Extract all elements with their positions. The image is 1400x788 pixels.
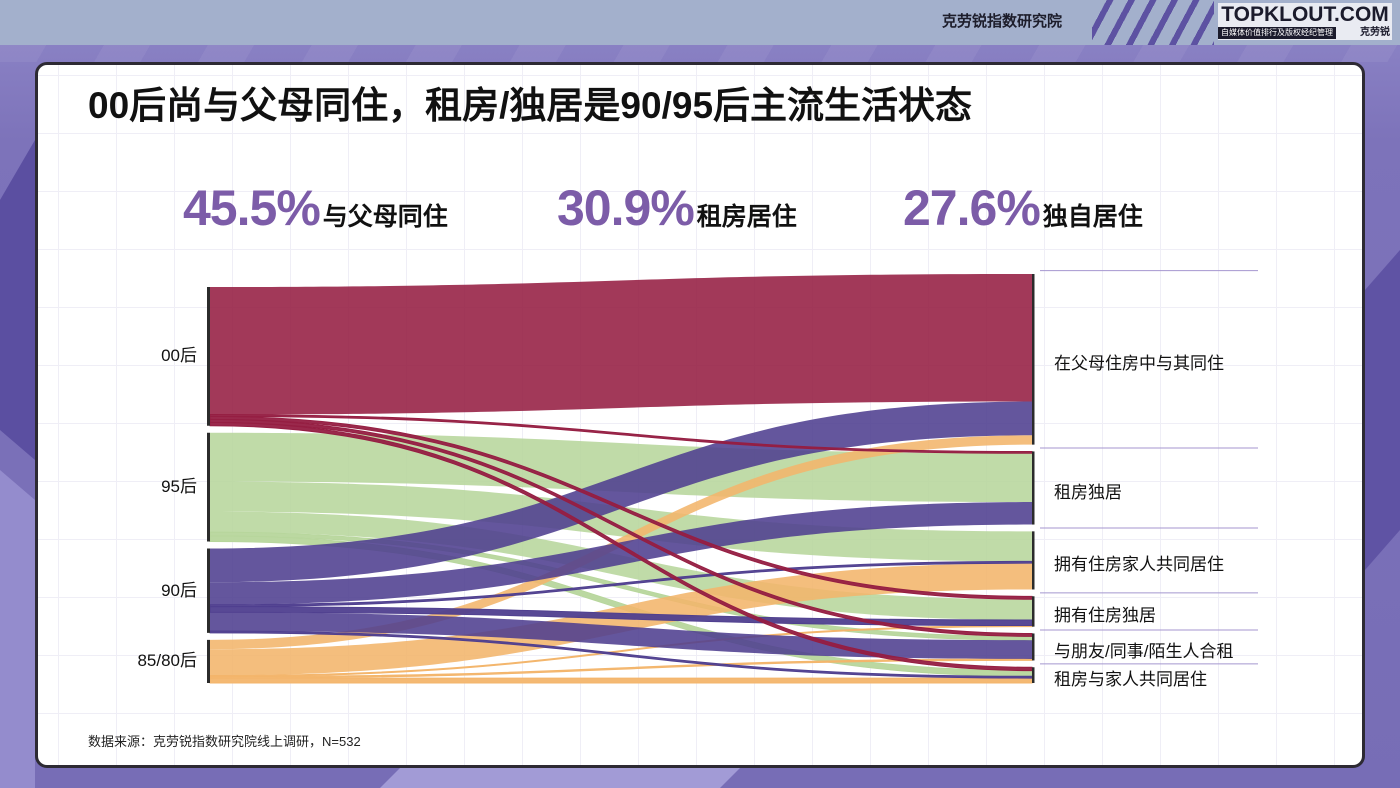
highlight-label: 租房居住 — [696, 203, 797, 231]
target-node-label: 拥有住房独居 — [1054, 606, 1156, 626]
background-shape-bottom — [380, 768, 740, 788]
logo-brand: 克劳锐 — [1360, 27, 1390, 38]
target-node-label: 拥有住房家人共同居住 — [1054, 555, 1224, 575]
logo-tagline-row: 自媒体价值排行及版权经纪管理 克劳锐 — [1218, 27, 1392, 39]
highlight-label: 独自居住 — [1042, 203, 1143, 231]
source-node-label: 90后 — [161, 580, 197, 600]
highlight-value: 30.9% — [557, 180, 695, 236]
background-shape-right — [1365, 250, 1400, 570]
target-node-label: 租房与家人共同居住 — [1054, 670, 1207, 690]
highlight-value: 27.6% — [903, 180, 1041, 236]
background-shape-left-light — [0, 470, 35, 788]
target-node-label: 在父母住房中与其同住 — [1054, 354, 1224, 374]
highlight-stat: 27.6% 独自居住 — [903, 178, 1143, 238]
background-shape-left-dark — [0, 140, 35, 460]
highlight-stat: 45.5% 与父母同住 — [183, 178, 448, 238]
topklout-logo: TOPKLOUT.COM 自媒体价值排行及版权经纪管理 克劳锐 — [1218, 3, 1392, 40]
highlight-value: 45.5% — [183, 180, 321, 236]
logo-name: TOPKLOUT.COM — [1221, 3, 1389, 26]
slide-title: 00后尚与父母同住，租房/独居是90/95后主流生活状态 — [88, 85, 973, 126]
background-stripes — [0, 45, 1400, 62]
header-stripes — [1092, 0, 1214, 45]
data-source-note: 数据来源：克劳锐指数研究院线上调研，N=532 — [88, 734, 361, 749]
source-node-label: 85/80后 — [137, 651, 197, 671]
highlight-stat: 30.9% 租房居住 — [557, 178, 797, 238]
org-name: 克劳锐指数研究院 — [942, 13, 1063, 30]
target-node-label: 与朋友/同事/陌生人合租 — [1054, 641, 1234, 661]
content-card — [35, 62, 1365, 768]
logo-tagline: 自媒体价值排行及版权经纪管理 — [1218, 27, 1336, 39]
source-node-label: 00后 — [161, 346, 197, 366]
highlight-label: 与父母同住 — [322, 203, 448, 231]
source-node-label: 95后 — [161, 477, 197, 497]
header-bar: 克劳锐指数研究院 TOPKLOUT.COM 自媒体价值排行及版权经纪管理 克劳锐 — [0, 0, 1400, 45]
target-node-label: 租房独居 — [1054, 482, 1122, 502]
